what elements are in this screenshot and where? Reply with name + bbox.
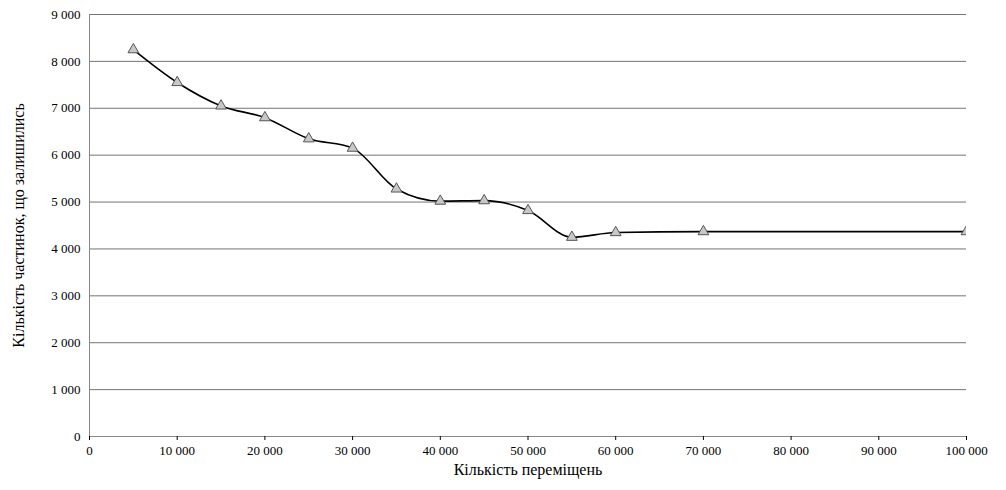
svg-text:90 000: 90 000 — [861, 443, 897, 458]
svg-text:30 000: 30 000 — [335, 443, 371, 458]
svg-text:4 000: 4 000 — [51, 241, 80, 256]
svg-text:0: 0 — [86, 443, 93, 458]
svg-text:Кількість переміщень: Кількість переміщень — [454, 461, 603, 479]
svg-text:5 000: 5 000 — [51, 194, 80, 209]
svg-text:70 000: 70 000 — [686, 443, 722, 458]
svg-text:20 000: 20 000 — [247, 443, 283, 458]
svg-text:100 000: 100 000 — [945, 443, 987, 458]
svg-text:80 000: 80 000 — [773, 443, 809, 458]
svg-text:50 000: 50 000 — [510, 443, 546, 458]
svg-text:9 000: 9 000 — [51, 7, 80, 22]
svg-text:0: 0 — [74, 429, 81, 444]
svg-text:1 000: 1 000 — [51, 382, 80, 397]
svg-text:60 000: 60 000 — [598, 443, 634, 458]
svg-text:7 000: 7 000 — [51, 100, 80, 115]
svg-text:8 000: 8 000 — [51, 54, 80, 69]
svg-text:3 000: 3 000 — [51, 288, 80, 303]
svg-text:40 000: 40 000 — [422, 443, 458, 458]
svg-text:Кількість частинок, що залишил: Кількість частинок, що залишились — [10, 103, 28, 347]
svg-text:10 000: 10 000 — [159, 443, 195, 458]
svg-text:2 000: 2 000 — [51, 335, 80, 350]
svg-text:6 000: 6 000 — [51, 147, 80, 162]
